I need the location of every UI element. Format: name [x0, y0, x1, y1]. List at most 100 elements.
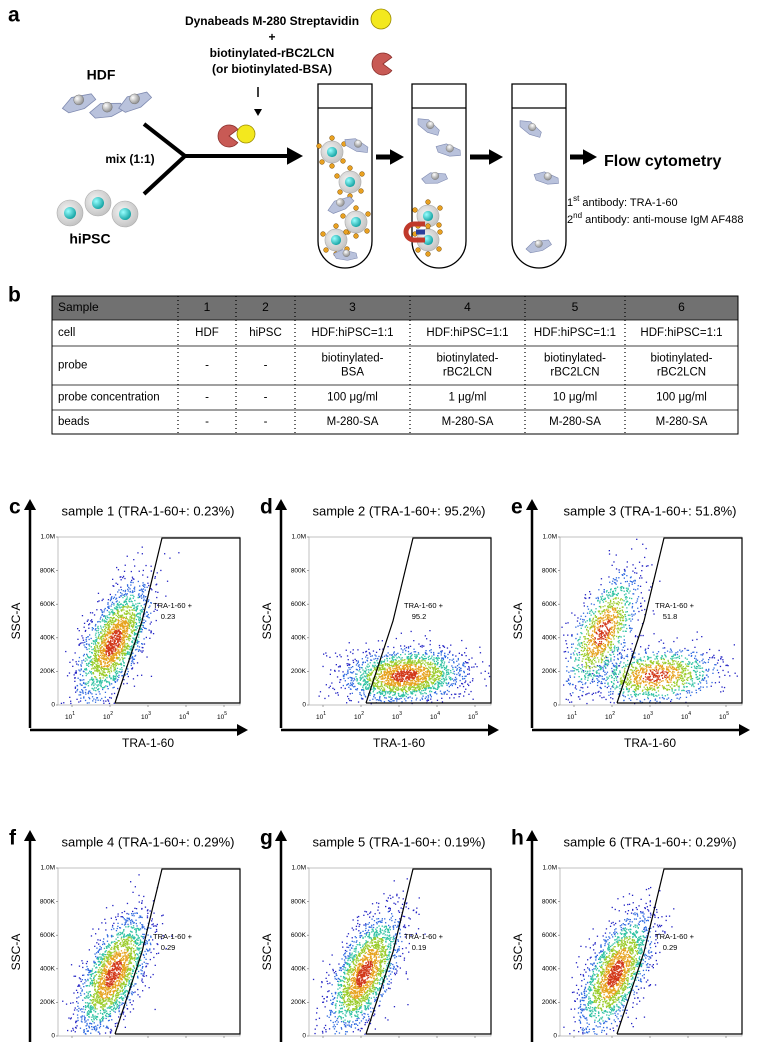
event-dot: [677, 651, 678, 652]
event-dot: [335, 693, 336, 694]
event-dot: [587, 606, 588, 607]
event-dot: [378, 681, 379, 682]
event-dot: [720, 666, 721, 667]
event-dot: [69, 672, 70, 673]
event-dot: [417, 683, 418, 684]
event-dot: [410, 657, 411, 658]
event-dot: [116, 601, 117, 602]
event-dot: [605, 686, 606, 687]
event-dot: [142, 553, 143, 554]
event-dot: [396, 654, 397, 655]
event-dot: [615, 579, 616, 580]
event-dot: [374, 668, 375, 669]
event-dot: [116, 657, 117, 658]
event-dot: [597, 680, 598, 681]
event-dot: [378, 678, 379, 679]
event-dot: [441, 679, 442, 680]
event-dot: [410, 680, 411, 681]
event-dot: [706, 683, 707, 684]
event-dot: [332, 688, 333, 689]
event-dot: [98, 630, 99, 631]
event-dot: [383, 669, 384, 670]
event-dot: [661, 640, 662, 641]
plot-area: [309, 537, 491, 705]
event-dot: [124, 657, 125, 658]
event-dot: [481, 673, 482, 674]
event-dot: [444, 662, 445, 663]
event-dot: [99, 659, 100, 660]
event-dot: [104, 615, 105, 616]
event-dot: [624, 571, 625, 572]
event-dot: [401, 698, 402, 699]
event-dot: [419, 676, 420, 677]
event-dot: [365, 672, 366, 673]
bound-bead: [330, 136, 335, 141]
event-dot: [138, 620, 139, 621]
event-dot: [684, 648, 685, 649]
event-dot: [646, 548, 647, 549]
event-dot: [690, 695, 691, 696]
event-dot: [574, 660, 575, 661]
event-dot: [420, 678, 421, 679]
event-dot: [100, 700, 101, 701]
event-dot: [611, 583, 612, 584]
event-dot: [422, 645, 423, 646]
event-dot: [418, 654, 419, 655]
event-dot: [432, 659, 433, 660]
event-dot: [385, 677, 386, 678]
event-dot: [576, 653, 577, 654]
event-dot: [617, 649, 618, 650]
table-cell: BSA: [341, 367, 364, 379]
event-dot: [107, 657, 108, 658]
event-dot: [578, 681, 579, 682]
event-dot: [628, 695, 629, 696]
event-dot: [111, 597, 112, 598]
event-dot: [694, 682, 695, 683]
event-dot: [110, 609, 111, 610]
event-dot: [127, 645, 128, 646]
event-dot: [347, 663, 348, 664]
event-dot: [104, 631, 105, 632]
event-dot: [116, 658, 117, 659]
event-dot: [433, 657, 434, 658]
event-dot: [111, 662, 112, 663]
y-tick-label: 400K: [40, 635, 56, 642]
event-dot: [647, 565, 648, 566]
event-dot: [461, 683, 462, 684]
event-dot: [482, 661, 483, 662]
ipsc-nucleus: [119, 208, 131, 220]
event-dot: [125, 604, 126, 605]
event-dot: [146, 611, 147, 612]
event-dot: [373, 650, 374, 651]
event-dot: [635, 613, 636, 614]
event-dot: [373, 691, 374, 692]
event-dot: [601, 688, 602, 689]
table-cell: 1 μg/ml: [449, 392, 487, 404]
event-dot: [610, 694, 611, 695]
ipsc-nucleus: [64, 207, 76, 219]
event-dot: [427, 664, 428, 665]
event-dot: [583, 613, 584, 614]
event-dot: [387, 686, 388, 687]
event-dot: [385, 663, 386, 664]
reagent-label: (or biotinylated-BSA): [212, 62, 332, 76]
event-dot: [458, 658, 459, 659]
event-dot: [111, 617, 112, 618]
x-tick-exp: 4: [437, 711, 440, 717]
event-dot: [106, 653, 107, 654]
event-dot: [687, 690, 688, 691]
event-dot: [699, 675, 700, 676]
event-dot: [88, 702, 89, 703]
event-dot: [147, 577, 148, 578]
event-dot: [100, 626, 101, 627]
event-dot: [345, 680, 346, 681]
event-dot: [696, 692, 697, 693]
event-dot: [414, 651, 415, 652]
y-tick-label: 200K: [40, 668, 56, 675]
event-dot: [97, 668, 98, 669]
bound-bead: [438, 230, 443, 235]
event-dot: [394, 687, 395, 688]
event-dot: [466, 662, 467, 663]
event-dot: [387, 658, 388, 659]
event-dot: [326, 684, 327, 685]
